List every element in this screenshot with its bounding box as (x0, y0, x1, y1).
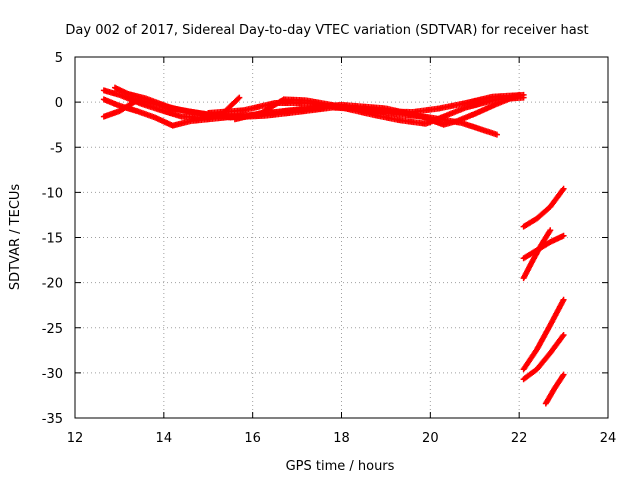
data-point (560, 185, 567, 192)
data-point (520, 94, 527, 101)
data-point (235, 95, 242, 102)
y-tick-label: -10 (42, 186, 63, 201)
y-tick-label: -15 (42, 232, 63, 247)
series-track-10 (520, 296, 567, 373)
y-tick-label: -35 (42, 412, 63, 427)
y-axis-label: SDTVAR / TECUs (8, 184, 23, 291)
y-tick-label: 5 (55, 51, 63, 66)
x-axis-label: GPS time / hours (286, 459, 395, 474)
x-tick-label: 18 (333, 431, 350, 446)
series-track-6 (205, 94, 527, 127)
y-tick-label: -25 (42, 322, 63, 337)
chart-title: Day 002 of 2017, Sidereal Day-to-day VTE… (65, 23, 588, 38)
x-tick-label: 24 (600, 431, 617, 446)
data-point (559, 333, 566, 340)
data-point (547, 227, 554, 234)
data-point (236, 94, 243, 101)
data-point (493, 131, 500, 138)
series-track-9 (520, 227, 554, 282)
data-point (560, 296, 567, 303)
tick-labels: 12 14 16 18 20 22 24 5 0 -5 -10 -15 -20 -25 -30 -35 (42, 51, 617, 446)
y-tick-label: 0 (55, 96, 63, 111)
y-tick-label: -5 (50, 141, 63, 156)
data-point (559, 186, 566, 193)
plot-frame (74, 56, 609, 419)
x-tick-label: 16 (244, 431, 261, 446)
series-track-11 (520, 331, 567, 383)
data-points (100, 84, 567, 407)
series-track-12 (542, 371, 567, 407)
x-tick-label: 12 (67, 431, 84, 446)
data-point (560, 232, 567, 239)
y-tick-label: -20 (42, 277, 63, 292)
x-tick-label: 20 (422, 431, 439, 446)
data-point (560, 371, 567, 378)
data-point (560, 331, 567, 338)
x-tick-label: 14 (156, 431, 173, 446)
series-track-7 (520, 185, 567, 230)
y-tick-label: -30 (42, 367, 63, 382)
data-point (559, 372, 566, 379)
x-tick-label: 22 (511, 431, 528, 446)
